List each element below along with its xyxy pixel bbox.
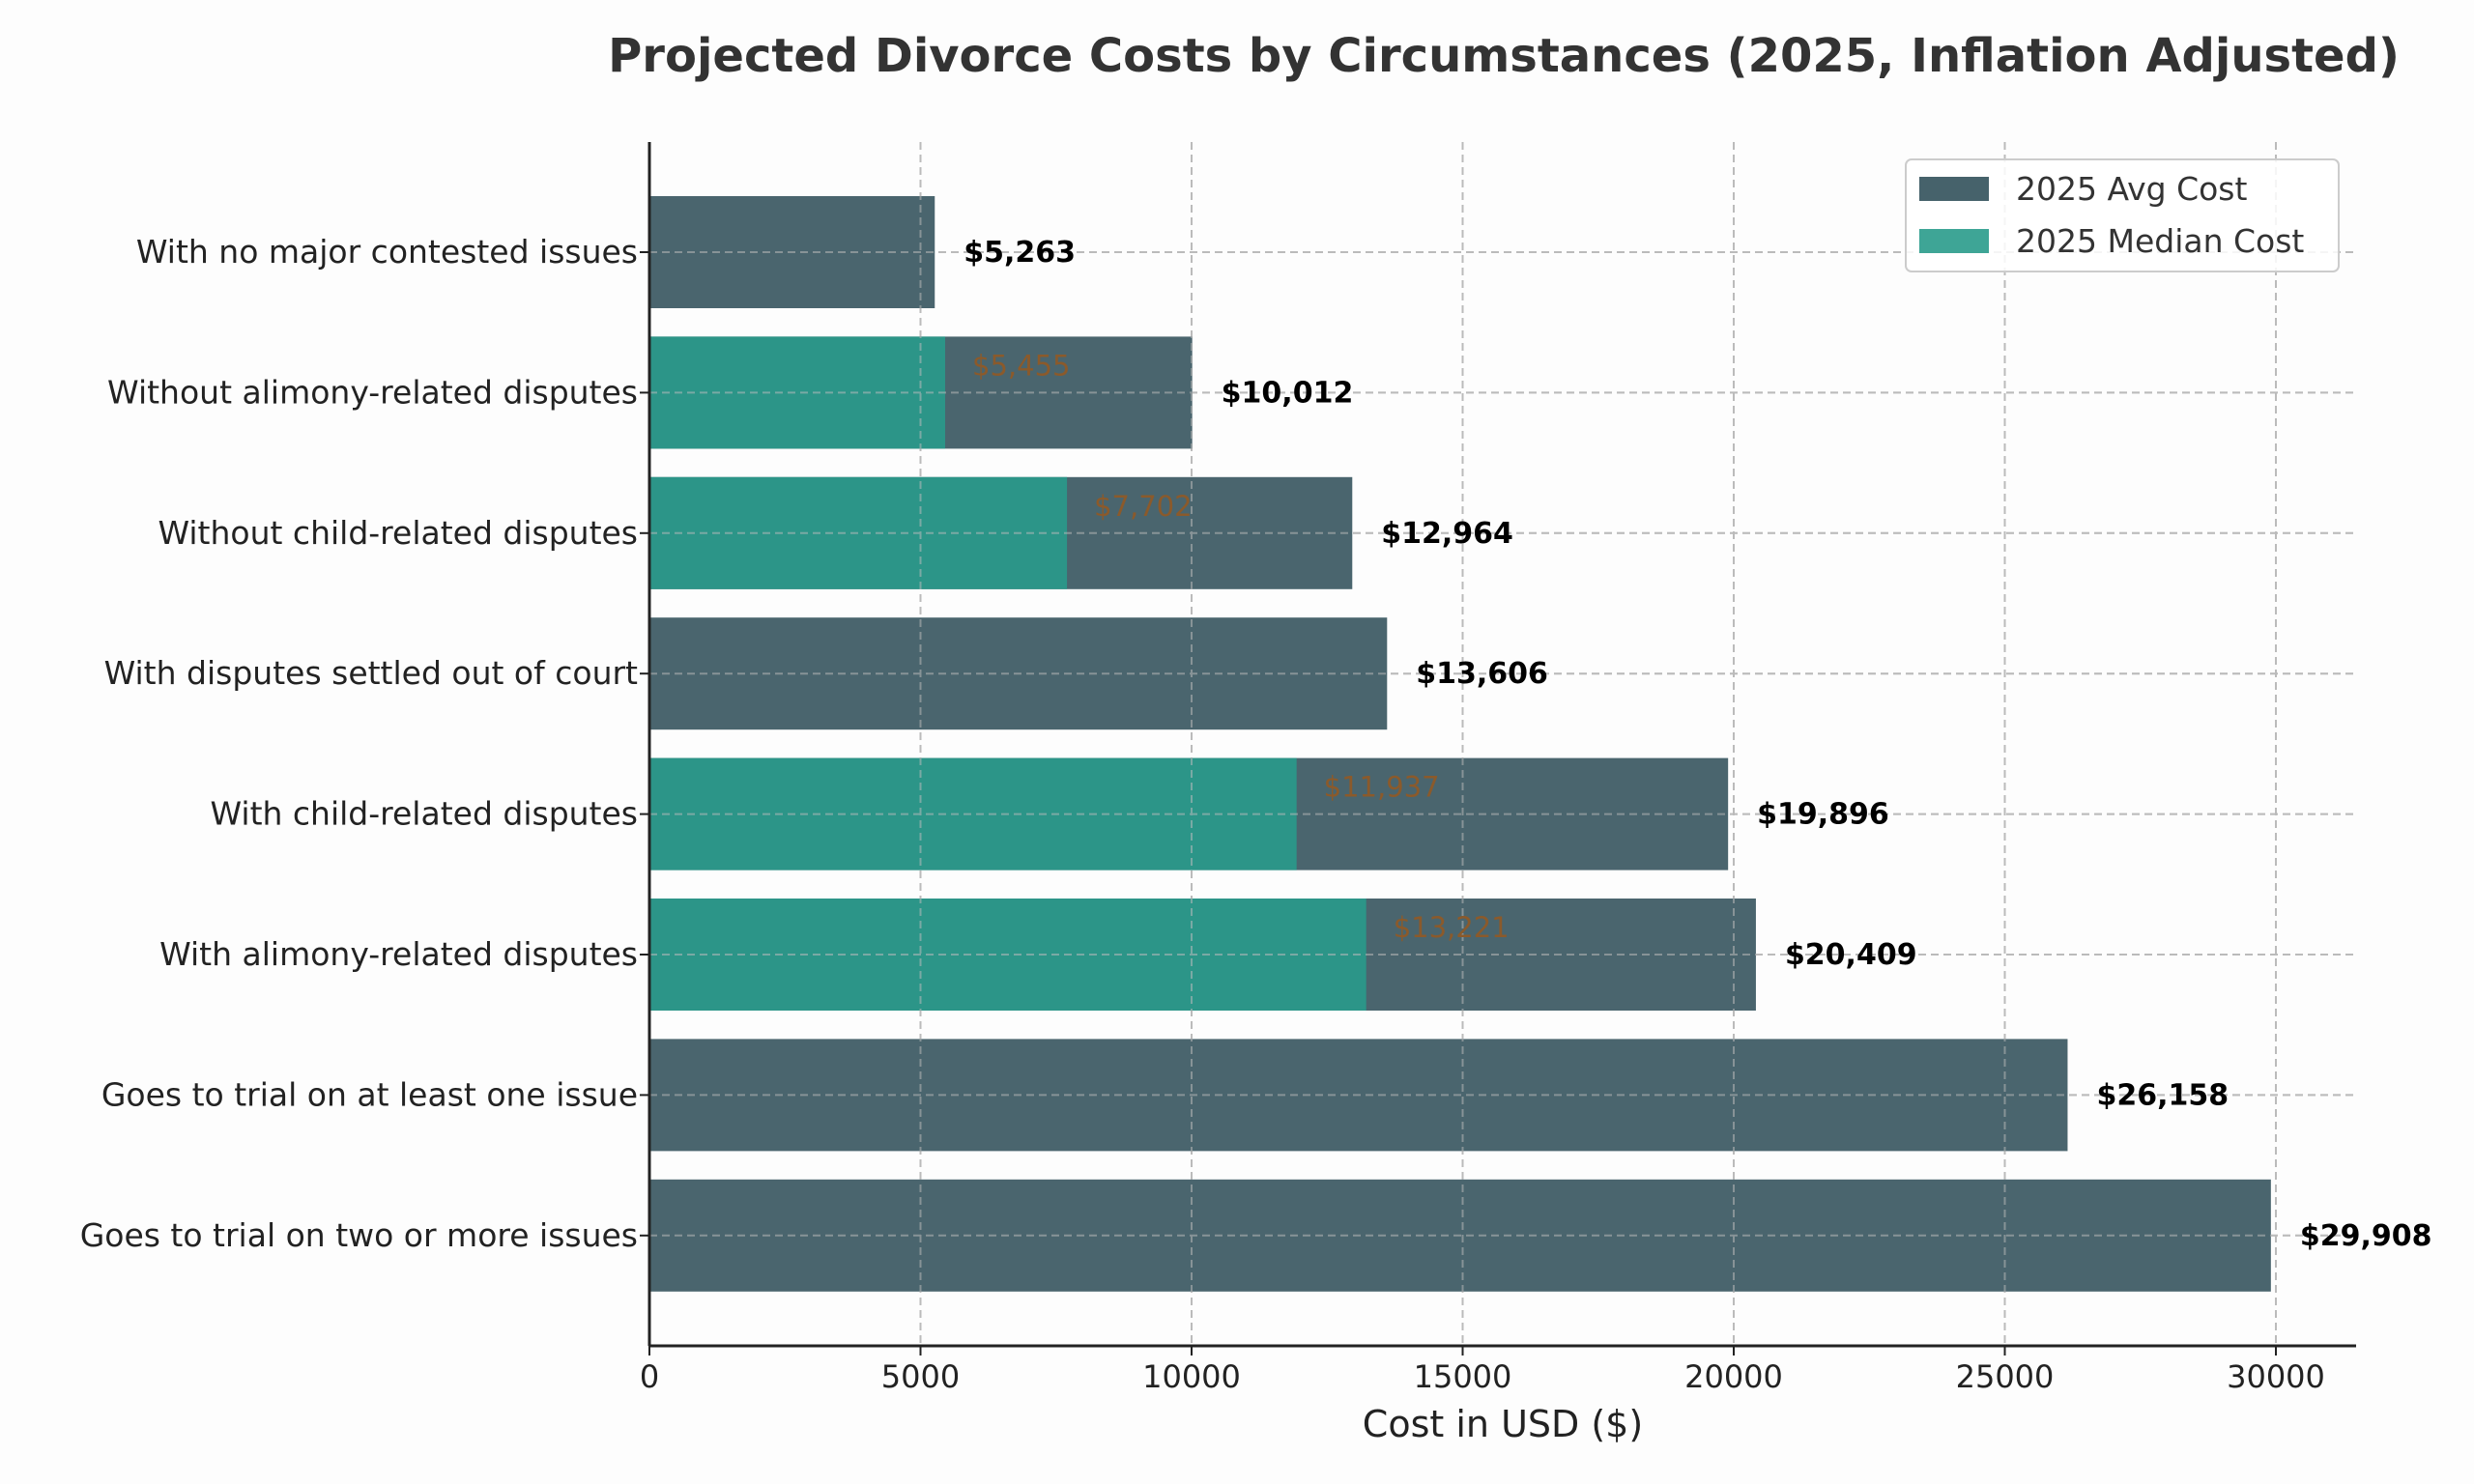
x-ticks: 0 5000 10000 15000 20000 25000 30000 — [640, 1346, 2325, 1395]
axes — [647, 142, 2356, 1348]
chart-title: Projected Divorce Costs by Circumstances… — [608, 29, 2400, 83]
y-tick-label: Goes to trial on two or more issues — [80, 1216, 638, 1254]
legend-label-median: 2025 Median Cost — [2016, 222, 2304, 260]
x-tick-label: 10000 — [1142, 1358, 1241, 1395]
bar-median-cost — [649, 336, 946, 449]
avg-value-label: $29,908 — [2300, 1219, 2432, 1253]
y-tick-label: With no major contested issues — [136, 233, 638, 271]
bars — [649, 196, 2271, 1292]
legend-swatch-median — [1919, 229, 1989, 253]
data-labels: $5,263 $5,455 $10,012 $7,702 $12,964 $13,606 $… — [964, 236, 2431, 1253]
x-tick-label: 0 — [640, 1358, 659, 1395]
y-tick-label: Without alimony-related disputes — [107, 373, 638, 411]
x-tick-label: 25000 — [1956, 1358, 2055, 1395]
avg-value-label: $13,606 — [1416, 657, 1548, 691]
legend-swatch-avg — [1919, 177, 1989, 201]
y-tick-label: Goes to trial on at least one issue — [101, 1075, 638, 1113]
avg-value-label: $10,012 — [1222, 376, 1354, 410]
median-value-label: $13,221 — [1394, 911, 1510, 944]
avg-value-label: $19,896 — [1757, 798, 1889, 832]
grid — [648, 142, 2356, 1346]
bar-median-cost — [649, 757, 1297, 870]
y-tick-label: Without child-related disputes — [158, 514, 638, 552]
x-tick-label: 15000 — [1414, 1358, 1512, 1395]
avg-value-label: $20,409 — [1785, 938, 1917, 972]
grid-overlay — [648, 142, 2356, 1346]
x-tick-label: 30000 — [2227, 1358, 2325, 1395]
y-tick-label: With alimony-related disputes — [159, 935, 638, 973]
legend-label-avg: 2025 Avg Cost — [2016, 170, 2248, 208]
avg-value-label: $26,158 — [2096, 1078, 2229, 1112]
y-ticks: With no major contested issues Without al… — [80, 233, 649, 1254]
median-value-label: $5,455 — [972, 349, 1070, 382]
median-value-label: $11,937 — [1324, 771, 1440, 804]
avg-value-label: $5,263 — [964, 236, 1076, 270]
x-tick-label: 20000 — [1684, 1358, 1783, 1395]
y-tick-label: With disputes settled out of court — [104, 654, 638, 692]
legend: 2025 Avg Cost 2025 Median Cost — [1905, 158, 2340, 272]
x-axis-label: Cost in USD ($) — [1363, 1403, 1643, 1445]
y-tick-label: With child-related disputes — [211, 795, 639, 833]
avg-value-label: $12,964 — [1381, 517, 1513, 551]
x-tick-label: 5000 — [881, 1358, 960, 1395]
median-value-label: $7,702 — [1094, 490, 1192, 523]
